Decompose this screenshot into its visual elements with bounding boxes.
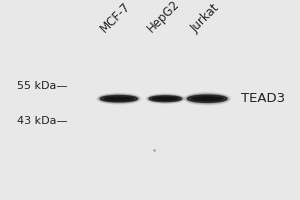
Ellipse shape bbox=[152, 97, 178, 100]
Ellipse shape bbox=[191, 97, 223, 101]
Ellipse shape bbox=[186, 94, 229, 103]
Ellipse shape bbox=[187, 94, 228, 103]
Ellipse shape bbox=[99, 94, 139, 103]
Ellipse shape bbox=[185, 93, 230, 104]
Ellipse shape bbox=[149, 96, 182, 102]
Text: TEAD3: TEAD3 bbox=[241, 92, 285, 105]
Ellipse shape bbox=[104, 97, 134, 100]
Ellipse shape bbox=[100, 95, 137, 102]
Ellipse shape bbox=[108, 98, 130, 100]
Ellipse shape bbox=[100, 95, 137, 102]
Ellipse shape bbox=[149, 96, 182, 102]
Ellipse shape bbox=[195, 98, 219, 100]
Ellipse shape bbox=[156, 98, 175, 100]
Ellipse shape bbox=[148, 95, 182, 102]
Ellipse shape bbox=[98, 94, 140, 103]
Text: MCF-7: MCF-7 bbox=[98, 0, 133, 35]
Ellipse shape bbox=[148, 95, 183, 102]
Ellipse shape bbox=[147, 94, 184, 103]
Text: 55 kDa—: 55 kDa— bbox=[17, 81, 68, 91]
Ellipse shape bbox=[100, 95, 138, 102]
Ellipse shape bbox=[188, 95, 227, 102]
Ellipse shape bbox=[188, 95, 227, 102]
Text: HepG2: HepG2 bbox=[145, 0, 182, 35]
Text: 43 kDa—: 43 kDa— bbox=[17, 116, 68, 126]
Text: Jurkat: Jurkat bbox=[189, 1, 222, 35]
